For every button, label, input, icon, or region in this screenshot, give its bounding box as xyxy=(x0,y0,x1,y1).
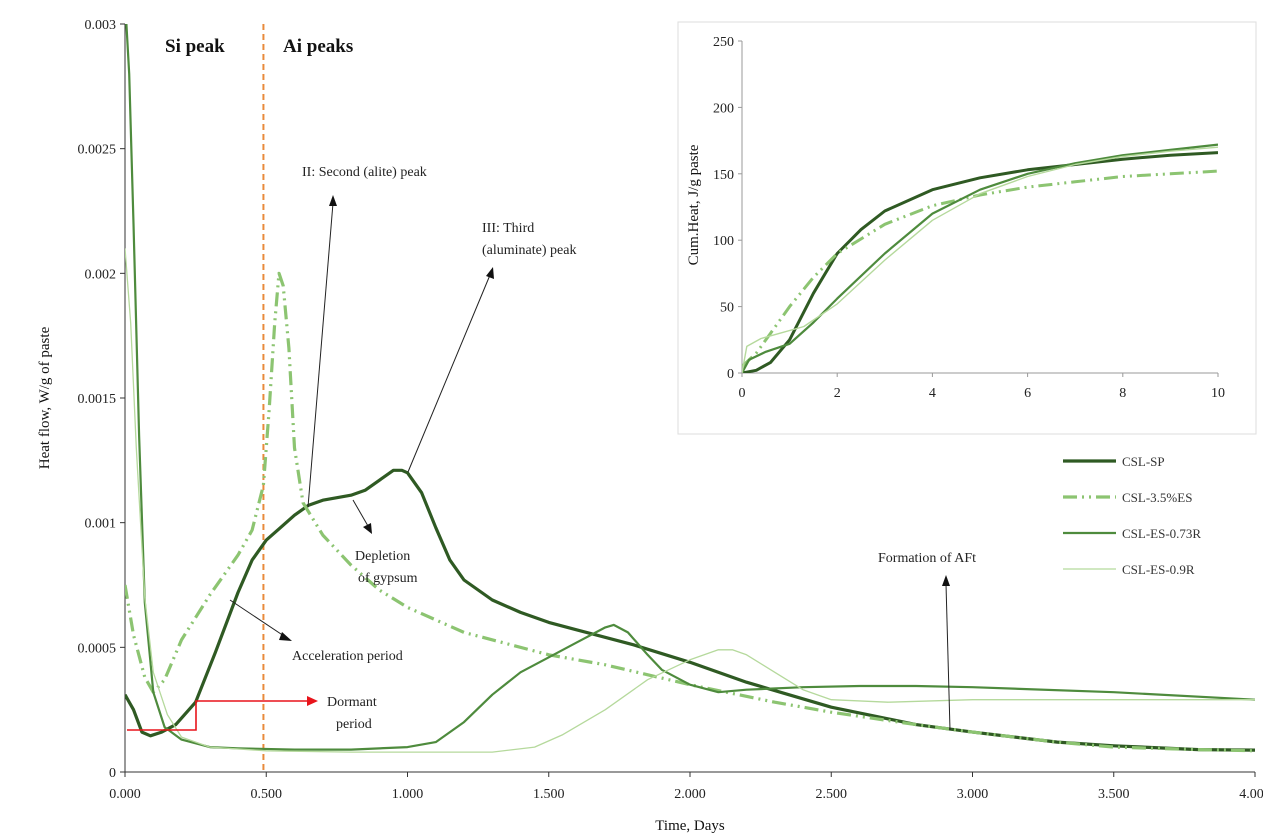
acceleration-label: Acceleration period xyxy=(292,649,403,664)
legend: CSL-SP CSL-3.5%ES CSL-ES-0.73R CSL-ES-0.9R xyxy=(1063,454,1201,577)
depletion-arrow xyxy=(352,499,369,527)
series-line-csl-es-0-9r xyxy=(125,248,1255,753)
inset-series-line-csl-es-0-9r xyxy=(742,146,1218,373)
x-axis-title: Time, Days xyxy=(655,818,725,834)
inset-y-tick-label: 250 xyxy=(713,35,734,50)
inset-series-line-csl-sp xyxy=(742,151,1218,373)
inset-y-tick-label: 100 xyxy=(713,234,734,249)
x-tick-label: 4.000 xyxy=(1239,787,1263,802)
si-peak-label: Si peak xyxy=(165,36,225,57)
inset-x-tick-label: 8 xyxy=(1119,386,1126,401)
y-axis-title: Heat flow, W/g of paste xyxy=(37,326,53,469)
y-tick-label: 0.0025 xyxy=(78,143,117,158)
third-peak-label-line1: III: Third xyxy=(482,221,534,236)
y-tick-label: 0.003 xyxy=(85,18,117,33)
x-tick-label: 2.500 xyxy=(816,787,848,802)
acceleration-arrowhead xyxy=(279,632,292,641)
legend-label: CSL-ES-0.9R xyxy=(1122,562,1195,577)
x-tick-label: 3.500 xyxy=(1098,787,1130,802)
inset-x-tick-label: 10 xyxy=(1211,386,1225,401)
third-peak-arrowhead xyxy=(486,267,494,279)
second-peak-label: II: Second (alite) peak xyxy=(302,165,427,180)
depletion-label-line1: Depletion xyxy=(355,549,410,564)
formation-aft-arrowhead xyxy=(942,575,950,586)
inset-y-tick-label: 50 xyxy=(720,301,734,316)
inset-x-tick-label: 6 xyxy=(1024,386,1031,401)
acceleration-arrow xyxy=(229,599,285,637)
main-plot: 0 0.0005 0.001 0.0015 0.002 0.0025 0.003 0.000… xyxy=(37,18,1263,834)
inset-y-tick-label: 200 xyxy=(713,101,734,116)
second-peak-arrowhead xyxy=(329,195,337,206)
legend-label: CSL-ES-0.73R xyxy=(1122,526,1201,541)
x-tick-label: 1.500 xyxy=(533,787,565,802)
dormant-label-line1: Dormant xyxy=(327,695,377,710)
inset-series-line-csl-es-0-73r xyxy=(742,143,1218,373)
inset-frame xyxy=(677,21,1257,435)
dormant-arrowhead xyxy=(307,696,318,706)
inset-series-line-csl-3-5-es xyxy=(742,169,1218,368)
depletion-arrowhead xyxy=(363,523,372,534)
x-tick-label: 1.000 xyxy=(392,787,424,802)
second-peak-arrow xyxy=(307,202,334,508)
x-tick-label: 3.000 xyxy=(957,787,989,802)
formation-aft-label: Formation of AFt xyxy=(878,551,976,566)
y-tick-label: 0.0015 xyxy=(78,392,117,407)
series-line-csl-es-0-73r xyxy=(125,24,1255,751)
series-line-csl-sp xyxy=(125,468,1255,752)
inset-x-tick-label: 4 xyxy=(929,386,936,401)
y-tick-label: 0.002 xyxy=(85,267,117,282)
inset-y-axis-title: Cum.Heat, J/g paste xyxy=(686,144,702,265)
y-tick-label: 0.0005 xyxy=(78,641,117,656)
inset-y-tick-label: 150 xyxy=(713,168,734,183)
third-peak-arrow xyxy=(407,274,491,473)
series-line-csl-3-5-es xyxy=(125,271,1255,753)
dormant-period-bracket xyxy=(127,700,310,731)
formation-aft-arrow xyxy=(945,583,951,731)
y-tick-label: 0 xyxy=(109,766,116,781)
legend-label: CSL-3.5%ES xyxy=(1122,490,1192,505)
legend-label: CSL-SP xyxy=(1122,454,1165,469)
third-peak-label-line2: (aluminate) peak xyxy=(482,243,576,258)
dormant-label-line2: period xyxy=(336,717,372,732)
ai-peaks-label: Ai peaks xyxy=(283,36,353,57)
inset-plot: 0 50 100 150 200 250 0 2 4 6 8 10 Cum.Heat, J/g pa… xyxy=(677,21,1257,435)
depletion-label-line2: of gypsum xyxy=(358,571,418,586)
x-tick-label: 2.000 xyxy=(674,787,706,802)
inset-y-tick-label: 0 xyxy=(727,367,734,382)
x-tick-label: 0.500 xyxy=(251,787,283,802)
inset-x-tick-label: 0 xyxy=(739,386,746,401)
y-tick-label: 0.001 xyxy=(85,517,117,532)
x-tick-label: 0.000 xyxy=(109,787,141,802)
inset-x-tick-label: 2 xyxy=(834,386,841,401)
